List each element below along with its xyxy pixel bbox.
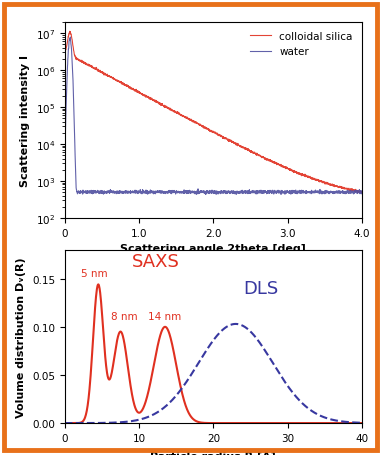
X-axis label: Scattering angle 2theta [deg]: Scattering angle 2theta [deg] — [120, 243, 306, 254]
Text: DLS: DLS — [243, 279, 279, 298]
Legend: colloidal silica, water: colloidal silica, water — [246, 28, 357, 61]
Text: 14 nm: 14 nm — [148, 311, 181, 321]
X-axis label: Particle radius R [Å]: Particle radius R [Å] — [150, 448, 276, 455]
Text: SAXS: SAXS — [132, 253, 179, 271]
Y-axis label: Volume distribution Dᵥ(R): Volume distribution Dᵥ(R) — [16, 257, 26, 417]
Text: 8 nm: 8 nm — [111, 311, 138, 321]
Y-axis label: Scattering intensity I: Scattering intensity I — [20, 55, 30, 187]
Text: 5 nm: 5 nm — [81, 268, 108, 278]
